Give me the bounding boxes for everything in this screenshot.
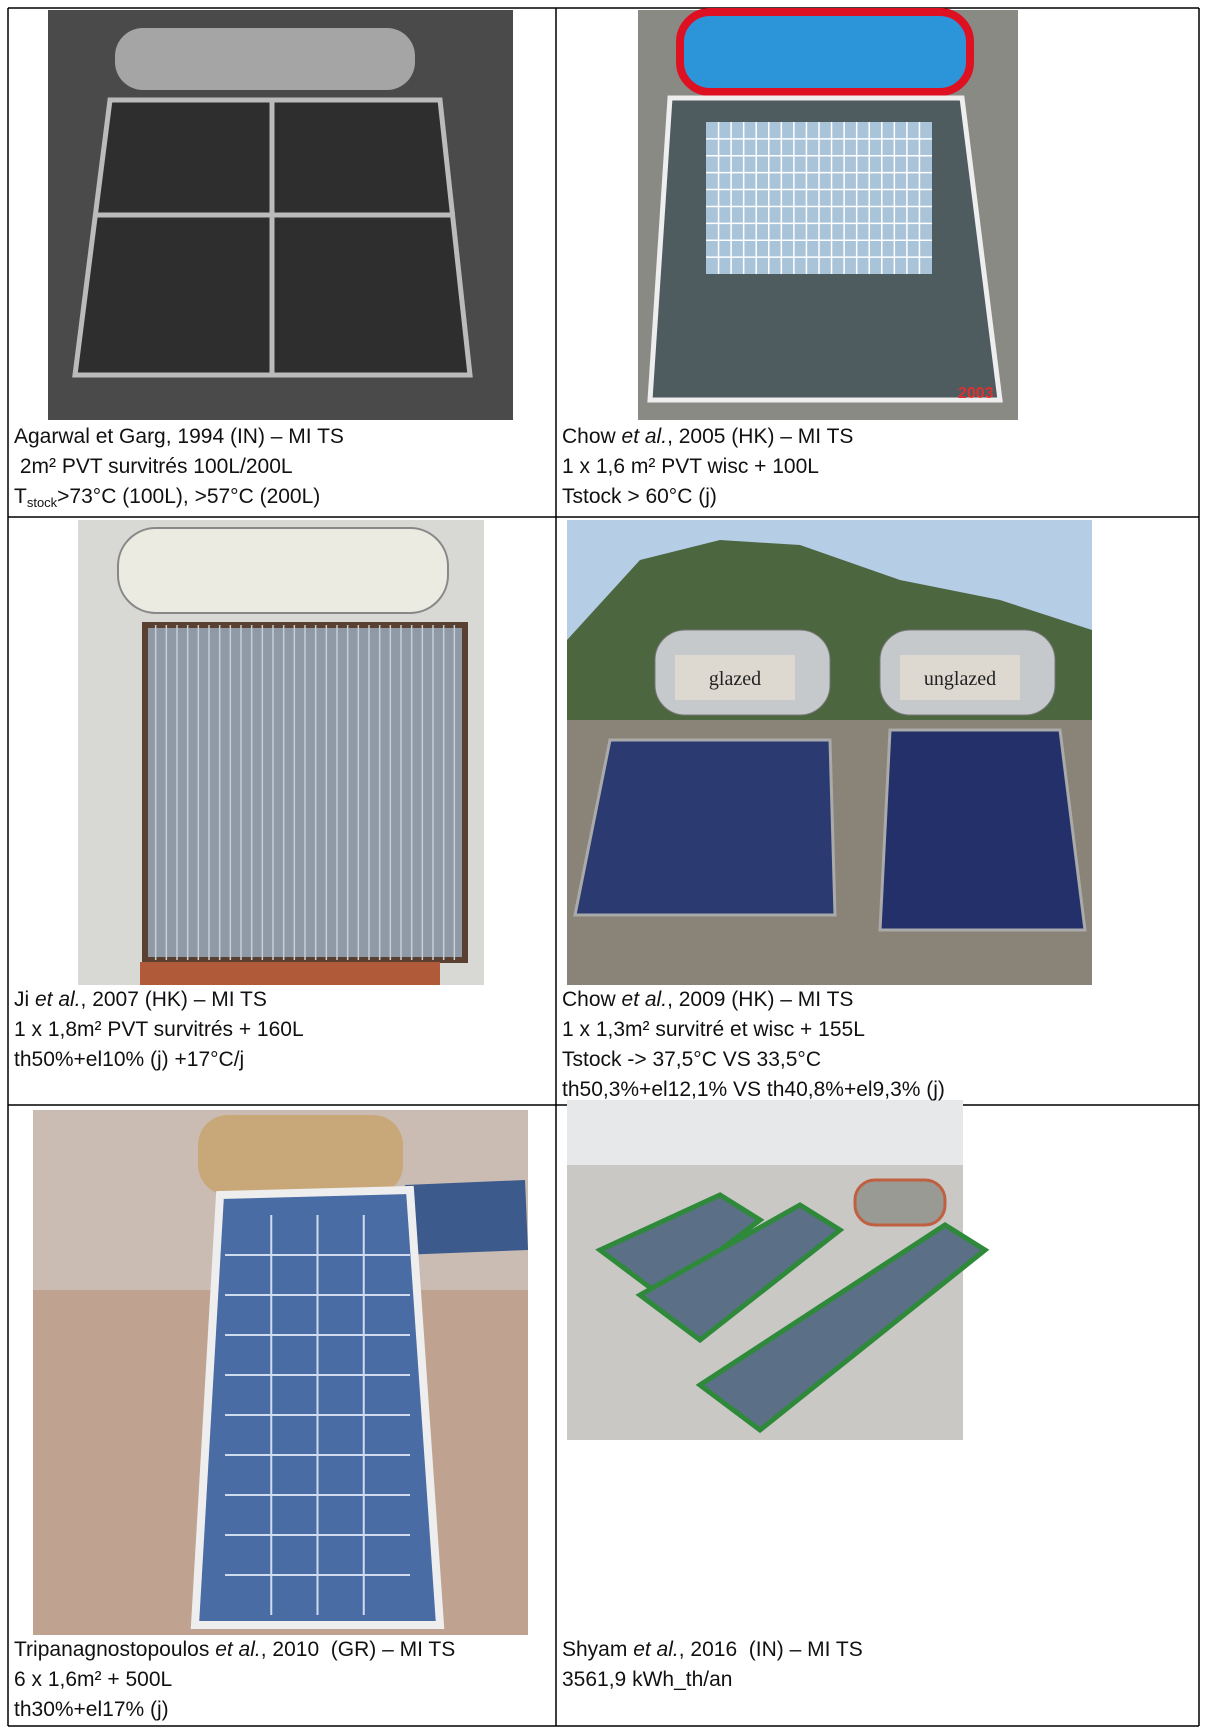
caption: Agarwal et Garg, 1994 (IN) – MI TS 2m² P… (14, 422, 344, 512)
tank (853, 1178, 947, 1227)
caption-line: Chow et al., 2009 (HK) – MI TS (562, 985, 945, 1015)
caption-text: Chow (562, 988, 622, 1011)
caption-line: Shyam et al., 2016 (IN) – MI TS (562, 1635, 863, 1665)
photo-text: glazed (709, 668, 761, 690)
caption-text: Ji (14, 988, 35, 1011)
photo-text: unglazed (924, 668, 996, 690)
caption-text: th50,3%+el12,1% VS th40,8%+el9,3% (j) (562, 1078, 945, 1101)
caption-text: et al. (621, 988, 668, 1011)
tank (198, 1115, 403, 1195)
label-card (900, 655, 1020, 700)
caption-line: 6 x 1,6m² + 500L (14, 1665, 455, 1695)
caption-text: et al. (35, 988, 81, 1011)
caption-line: th50%+el10% (j) +17°C/j (14, 1045, 304, 1075)
caption-text: 2m² PVT survitrés 100L/200L (14, 455, 293, 478)
caption-line: Chow et al., 2005 (HK) – MI TS (562, 422, 853, 452)
caption-text: 1 x 1,6 m² PVT wisc + 100L (562, 455, 819, 478)
photo: 2003 (638, 8, 1018, 420)
caption-line: Tstock>73°C (100L), >57°C (200L) (14, 482, 344, 512)
caption-text: Chow (562, 425, 622, 448)
caption-text: 6 x 1,6m² + 500L (14, 1668, 173, 1691)
caption: Shyam et al., 2016 (IN) – MI TS 3561,9 kW… (562, 1635, 863, 1695)
tank (115, 28, 415, 90)
photo: glazed unglazed (567, 520, 1092, 985)
panel (573, 738, 837, 917)
tank (117, 527, 449, 614)
caption-line: Tstock -> 37,5°C VS 33,5°C (562, 1045, 945, 1075)
sky (567, 1100, 963, 1165)
caption: Ji et al., 2007 (HK) – MI TS 1 x 1,8m² PV… (14, 985, 304, 1075)
panel2 (400, 1180, 528, 1255)
caption-line: Ji et al., 2007 (HK) – MI TS (14, 985, 304, 1015)
base (140, 962, 440, 985)
caption-text: et al. (215, 1638, 261, 1661)
caption-text: , 2007 (HK) – MI TS (80, 988, 267, 1011)
panel (635, 1202, 845, 1344)
caption-line: 2m² PVT survitrés 100L/200L (14, 452, 344, 482)
caption-text: , 2016 (IN) – MI TS (678, 1638, 863, 1661)
caption-text: th50%+el10% (j) +17°C/j (14, 1048, 245, 1071)
caption-line: 3561,9 kWh_th/an (562, 1665, 863, 1695)
caption-line: 1 x 1,3m² survitré et wisc + 155L (562, 1015, 945, 1045)
caption-text: stock (26, 495, 58, 510)
caption-text: 1 x 1,8m² PVT survitrés + 160L (14, 1018, 304, 1041)
caption-line: 1 x 1,8m² PVT survitrés + 160L (14, 1015, 304, 1045)
photo (567, 1100, 990, 1440)
photo-text: 2003 (958, 385, 994, 402)
photo (78, 520, 484, 985)
caption-text: , 2009 (HK) – MI TS (667, 988, 854, 1011)
caption-text: th30%+el17% (j) (14, 1698, 169, 1721)
caption-line: th50,3%+el12,1% VS th40,8%+el9,3% (j) (562, 1075, 945, 1105)
caption-text: Agarwal et Garg, 1994 (IN) – MI TS (14, 425, 344, 448)
caption-line: Tstock > 60°C (j) (562, 482, 853, 512)
caption-text: Tripanagnostopoulos (14, 1638, 216, 1661)
caption-text: 1 x 1,3m² survitré et wisc + 155L (562, 1018, 865, 1041)
caption-line: th30%+el17% (j) (14, 1695, 455, 1725)
panel (595, 1192, 765, 1299)
caption-text: 3561,9 kWh_th/an (562, 1668, 733, 1691)
panel (695, 1222, 990, 1434)
label-card (675, 655, 795, 700)
tank (676, 8, 974, 96)
caption-line: Agarwal et Garg, 1994 (IN) – MI TS (14, 422, 344, 452)
photo (48, 10, 513, 420)
caption-text: , 2010 (GR) – MI TS (260, 1638, 456, 1661)
caption: Chow et al., 2009 (HK) – MI TS 1 x 1,3m² … (562, 985, 945, 1105)
caption-text: Tstock > 60°C (j) (562, 485, 717, 508)
panel (878, 728, 1087, 932)
caption: Chow et al., 2005 (HK) – MI TS 1 x 1,6 m²… (562, 422, 853, 512)
caption-text: et al. (633, 1638, 679, 1661)
caption-text: T (14, 485, 27, 508)
caption-text: , 2005 (HK) – MI TS (667, 425, 854, 448)
caption-text: Shyam (562, 1638, 634, 1661)
caption: Tripanagnostopoulos et al., 2010 (GR) – … (14, 1635, 455, 1725)
caption-text: >73°C (100L), >57°C (200L) (57, 485, 321, 508)
caption-line: 1 x 1,6 m² PVT wisc + 100L (562, 452, 853, 482)
photo (33, 1110, 528, 1635)
caption-text: Tstock -> 37,5°C VS 33,5°C (562, 1048, 821, 1071)
caption-line: Tripanagnostopoulos et al., 2010 (GR) – … (14, 1635, 455, 1665)
caption-text: et al. (621, 425, 668, 448)
